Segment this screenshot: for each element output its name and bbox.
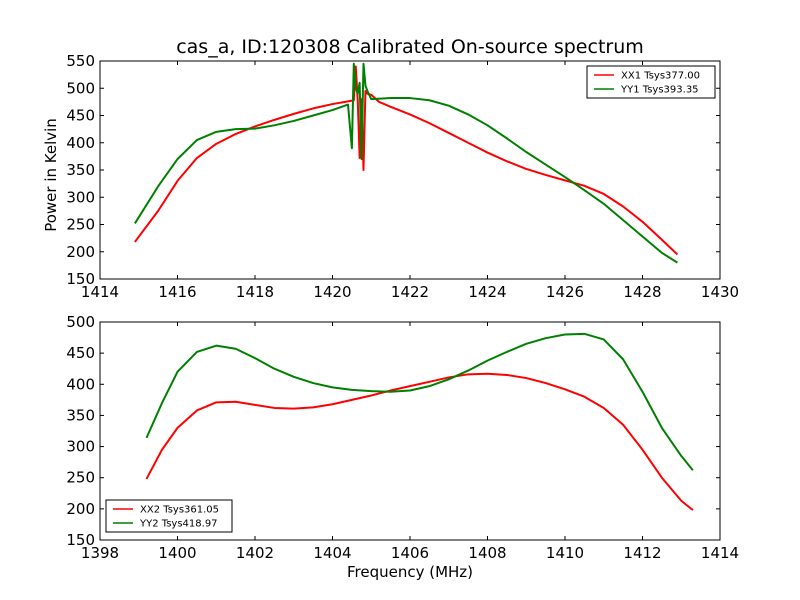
legend-box xyxy=(105,499,233,533)
x-tick-label: 1428 xyxy=(623,283,661,301)
bottom-panel: 1398 1400 1402 1404 1406 1408 1410 1412 1414 150 2… xyxy=(66,313,739,562)
y-tick-label: 200 xyxy=(66,243,95,261)
x-tick-label: 1404 xyxy=(313,544,351,562)
x-tick-label: 1418 xyxy=(236,283,274,301)
y-tick-label: 350 xyxy=(66,406,95,424)
legend-entry: YY1 Tsys393.35 xyxy=(620,85,699,96)
y-tick-label: 400 xyxy=(66,375,95,393)
legend-box xyxy=(586,65,716,99)
series-line-yy1 xyxy=(134,62,678,264)
y-tick-label: 200 xyxy=(66,500,95,518)
y-tick-label: 300 xyxy=(66,438,95,456)
x-tick-label: 1422 xyxy=(391,283,429,301)
y-tick-label: 400 xyxy=(66,134,95,152)
x-tick-label: 1410 xyxy=(546,544,584,562)
x-tick-label: 1414 xyxy=(81,283,119,301)
series-line-yy2 xyxy=(145,332,694,471)
y-tick-label: 450 xyxy=(66,107,95,125)
top-y-axis-label: Power in Kelvin xyxy=(42,118,60,232)
legend-entry: YY2 Tsys418.97 xyxy=(139,519,218,530)
legend-entry: XX1 Tsys377.00 xyxy=(621,71,700,82)
bottom-x-axis-label: Frequency (MHz) xyxy=(347,563,473,581)
x-tick-label: 1402 xyxy=(236,544,274,562)
x-tick-label: 1424 xyxy=(468,283,506,301)
y-tick-label: 150 xyxy=(66,531,95,549)
y-tick-label: 500 xyxy=(66,79,95,97)
x-tick-label: 1398 xyxy=(81,544,119,562)
y-tick-label: 300 xyxy=(66,188,95,206)
x-tick-label: 1412 xyxy=(623,544,661,562)
series-line-xx1 xyxy=(134,65,679,256)
y-tick-label: 550 xyxy=(66,52,95,70)
legend: XX1 Tsys377.00 YY1 Tsys393.35 xyxy=(586,65,716,99)
top-panel: 1414 1416 1418 1420 1422 1424 1426 1428 1430 150 2… xyxy=(66,52,739,301)
y-tick-label: 350 xyxy=(66,161,95,179)
y-tick-label: 250 xyxy=(66,216,95,234)
x-tick-label: 1408 xyxy=(468,544,506,562)
x-tick-label: 1420 xyxy=(313,283,351,301)
y-tick-label: 450 xyxy=(66,344,95,362)
x-tick-label: 1430 xyxy=(701,283,739,301)
x-tick-label: 1426 xyxy=(546,283,584,301)
y-tick-label: 150 xyxy=(66,270,95,288)
series-line-xx2 xyxy=(145,372,694,511)
legend-entry: XX2 Tsys361.05 xyxy=(140,505,219,516)
y-tick-label: 500 xyxy=(66,313,95,331)
chart-title: cas_a, ID:120308 Calibrated On-source sp… xyxy=(176,36,644,58)
y-tick-label: 250 xyxy=(66,469,95,487)
x-tick-label: 1406 xyxy=(391,544,429,562)
legend: XX2 Tsys361.05 YY2 Tsys418.97 xyxy=(105,499,233,533)
x-tick-label: 1400 xyxy=(158,544,196,562)
x-tick-label: 1416 xyxy=(158,283,196,301)
x-tick-label: 1414 xyxy=(701,544,739,562)
